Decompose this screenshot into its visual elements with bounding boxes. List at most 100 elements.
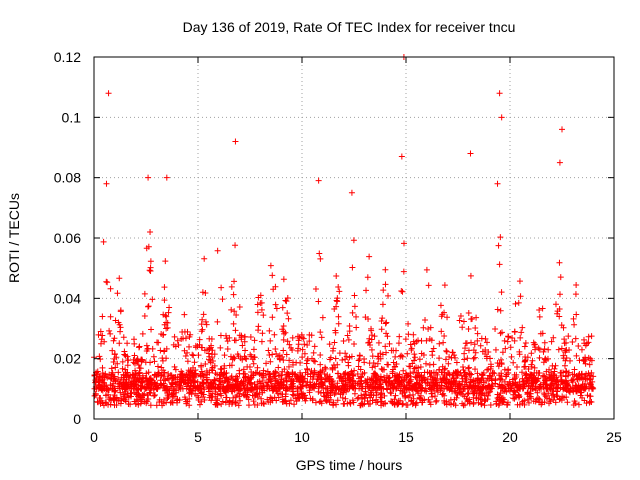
roti-point	[570, 401, 577, 408]
roti-point	[578, 371, 585, 378]
roti-point	[348, 189, 355, 196]
roti-point	[332, 327, 339, 334]
roti-point	[134, 376, 141, 383]
roti-point	[369, 364, 376, 371]
roti-point	[184, 380, 191, 387]
roti-point	[161, 376, 168, 383]
roti-point	[150, 392, 157, 399]
roti-point	[149, 296, 156, 303]
roti-point	[466, 396, 473, 403]
roti-point	[309, 355, 316, 362]
roti-point	[186, 343, 193, 350]
roti-point	[210, 381, 217, 388]
roti-point	[264, 396, 271, 403]
roti-point	[108, 365, 115, 372]
roti-point	[542, 355, 549, 362]
roti-point	[536, 369, 543, 376]
roti-point	[432, 398, 439, 405]
roti-point	[231, 337, 238, 344]
roti-point	[541, 377, 548, 384]
roti-point	[142, 359, 149, 366]
roti-point	[399, 401, 406, 408]
roti-point	[251, 354, 258, 361]
roti-point	[525, 366, 532, 373]
roti-point	[260, 312, 267, 319]
roti-point	[427, 324, 434, 331]
roti-point	[317, 390, 324, 397]
roti-point	[285, 363, 292, 370]
roti-point	[336, 288, 343, 295]
roti-point	[342, 350, 349, 357]
roti-point	[451, 352, 458, 359]
roti-point	[235, 402, 242, 409]
roti-point	[556, 159, 563, 166]
roti-point	[511, 389, 518, 396]
roti-point	[564, 372, 571, 379]
roti-point	[558, 345, 565, 352]
roti-point	[332, 389, 339, 396]
roti-point	[416, 395, 423, 402]
roti-point	[235, 353, 242, 360]
roti-point	[559, 393, 566, 400]
roti-point	[230, 394, 237, 401]
roti-point	[272, 346, 279, 353]
roti-point	[407, 363, 414, 370]
roti-point	[346, 323, 353, 330]
roti-point	[429, 352, 436, 359]
roti-point	[216, 377, 223, 384]
roti-point	[494, 391, 501, 398]
roti-point	[461, 401, 468, 408]
roti-point	[460, 366, 467, 373]
roti-point	[261, 401, 268, 408]
roti-point	[346, 354, 353, 361]
roti-point	[342, 384, 349, 391]
roti-point	[336, 350, 343, 357]
roti-point	[541, 399, 548, 406]
roti-point	[105, 90, 112, 97]
roti-point	[581, 340, 588, 347]
roti-point	[146, 381, 153, 388]
roti-point	[402, 370, 409, 377]
roti-point	[511, 328, 518, 335]
roti-point	[272, 301, 279, 308]
roti-point	[267, 394, 274, 401]
roti-point	[496, 90, 503, 97]
roti-point	[114, 290, 121, 297]
roti-point	[436, 366, 443, 373]
roti-point	[248, 353, 255, 360]
roti-point	[541, 339, 548, 346]
roti-point	[284, 295, 291, 302]
roti-point	[375, 339, 382, 346]
roti-point	[530, 398, 537, 405]
roti-point	[184, 358, 191, 365]
roti-point	[254, 309, 261, 316]
roti-point	[134, 356, 141, 363]
roti-point	[536, 313, 543, 320]
roti-point	[241, 338, 248, 345]
roti-point	[198, 321, 205, 328]
roti-point	[92, 379, 99, 386]
roti-point	[412, 400, 419, 407]
roti-point	[407, 373, 414, 380]
roti-point	[289, 334, 296, 341]
roti-point	[564, 380, 571, 387]
roti-point	[294, 384, 301, 391]
roti-point	[441, 332, 448, 339]
roti-point	[562, 347, 569, 354]
roti-point	[442, 356, 449, 363]
roti-point	[399, 374, 406, 381]
roti-point	[541, 356, 548, 363]
roti-point	[195, 352, 202, 359]
roti-point	[471, 354, 478, 361]
roti-point	[99, 377, 106, 384]
roti-point	[588, 398, 595, 405]
roti-point	[131, 352, 138, 359]
roti-point	[161, 284, 168, 291]
roti-point	[388, 390, 395, 397]
roti-point	[97, 400, 104, 407]
roti-point	[457, 390, 464, 397]
roti-point	[434, 385, 441, 392]
roti-point	[246, 363, 253, 370]
roti-point	[362, 314, 369, 321]
roti-point	[496, 372, 503, 379]
